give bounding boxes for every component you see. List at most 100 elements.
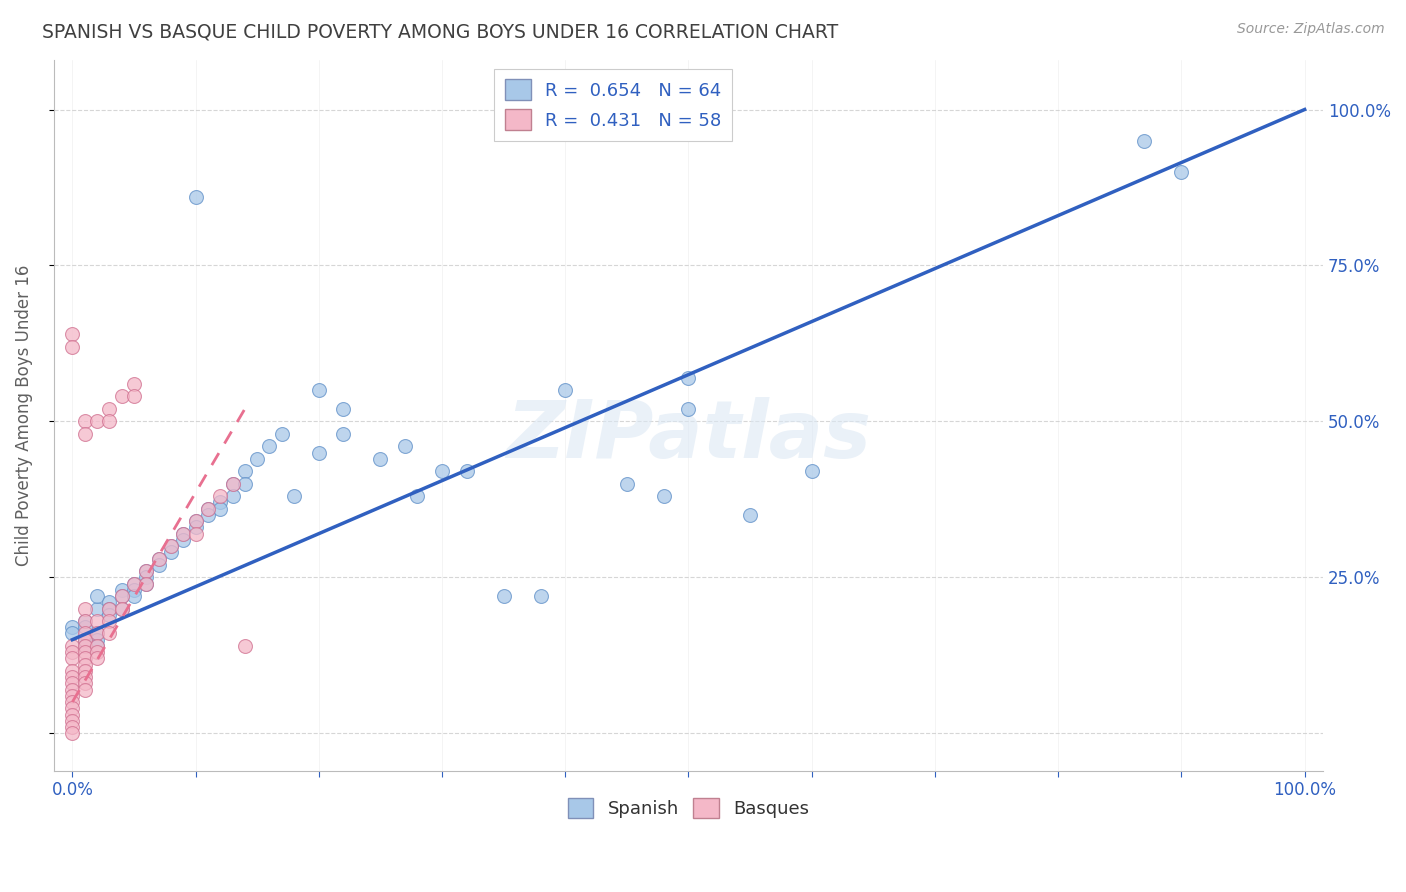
- Point: [233, 476, 256, 491]
- Point: [73, 639, 96, 653]
- Point: [184, 190, 207, 204]
- Point: [86, 626, 108, 640]
- Point: [86, 626, 108, 640]
- Point: [308, 383, 330, 397]
- Point: [148, 558, 170, 572]
- Point: [122, 576, 145, 591]
- Point: [86, 414, 108, 428]
- Point: [678, 401, 700, 416]
- Text: ZIPatlas: ZIPatlas: [506, 398, 870, 475]
- Point: [60, 645, 83, 659]
- Point: [73, 657, 96, 672]
- Point: [60, 726, 83, 740]
- Point: [73, 601, 96, 615]
- Point: [184, 514, 207, 528]
- Point: [60, 676, 83, 690]
- Point: [73, 626, 96, 640]
- Point: [110, 601, 132, 615]
- Point: [259, 439, 281, 453]
- Point: [73, 414, 96, 428]
- Point: [678, 370, 700, 384]
- Point: [110, 389, 132, 403]
- Point: [233, 464, 256, 478]
- Point: [60, 720, 83, 734]
- Point: [184, 514, 207, 528]
- Point: [233, 639, 256, 653]
- Point: [184, 520, 207, 534]
- Point: [1170, 165, 1192, 179]
- Point: [60, 327, 83, 342]
- Point: [135, 564, 157, 578]
- Point: [110, 589, 132, 603]
- Point: [73, 614, 96, 628]
- Legend: Spanish, Basques: Spanish, Basques: [561, 790, 817, 826]
- Point: [110, 601, 132, 615]
- Point: [60, 651, 83, 665]
- Point: [60, 682, 83, 697]
- Y-axis label: Child Poverty Among Boys Under 16: Child Poverty Among Boys Under 16: [15, 264, 32, 566]
- Point: [86, 639, 108, 653]
- Point: [616, 476, 638, 491]
- Point: [394, 439, 416, 453]
- Point: [122, 589, 145, 603]
- Point: [73, 645, 96, 659]
- Point: [135, 576, 157, 591]
- Point: [221, 489, 243, 503]
- Point: [209, 489, 232, 503]
- Point: [160, 545, 183, 559]
- Point: [60, 689, 83, 703]
- Point: [60, 639, 83, 653]
- Point: [98, 595, 121, 609]
- Point: [98, 401, 121, 416]
- Point: [60, 664, 83, 678]
- Point: [98, 601, 121, 615]
- Text: Source: ZipAtlas.com: Source: ZipAtlas.com: [1237, 22, 1385, 37]
- Point: [554, 383, 576, 397]
- Point: [652, 489, 675, 503]
- Point: [160, 539, 183, 553]
- Point: [73, 620, 96, 634]
- Point: [73, 632, 96, 647]
- Point: [430, 464, 453, 478]
- Point: [148, 551, 170, 566]
- Point: [197, 501, 219, 516]
- Point: [221, 476, 243, 491]
- Point: [73, 426, 96, 441]
- Point: [73, 639, 96, 653]
- Point: [148, 551, 170, 566]
- Point: [172, 533, 194, 547]
- Point: [98, 601, 121, 615]
- Point: [60, 701, 83, 715]
- Point: [184, 526, 207, 541]
- Point: [86, 601, 108, 615]
- Point: [800, 464, 823, 478]
- Point: [86, 639, 108, 653]
- Point: [135, 564, 157, 578]
- Point: [73, 614, 96, 628]
- Point: [98, 614, 121, 628]
- Point: [86, 651, 108, 665]
- Point: [60, 626, 83, 640]
- Point: [160, 539, 183, 553]
- Point: [529, 589, 551, 603]
- Point: [332, 401, 354, 416]
- Point: [197, 508, 219, 522]
- Point: [98, 607, 121, 622]
- Point: [135, 576, 157, 591]
- Point: [270, 426, 292, 441]
- Point: [1133, 134, 1156, 148]
- Point: [406, 489, 429, 503]
- Point: [86, 645, 108, 659]
- Point: [60, 714, 83, 728]
- Point: [73, 632, 96, 647]
- Point: [110, 582, 132, 597]
- Point: [86, 632, 108, 647]
- Point: [73, 670, 96, 684]
- Point: [332, 426, 354, 441]
- Point: [60, 670, 83, 684]
- Point: [456, 464, 478, 478]
- Text: SPANISH VS BASQUE CHILD POVERTY AMONG BOYS UNDER 16 CORRELATION CHART: SPANISH VS BASQUE CHILD POVERTY AMONG BO…: [42, 22, 838, 41]
- Point: [60, 695, 83, 709]
- Point: [60, 707, 83, 722]
- Point: [73, 664, 96, 678]
